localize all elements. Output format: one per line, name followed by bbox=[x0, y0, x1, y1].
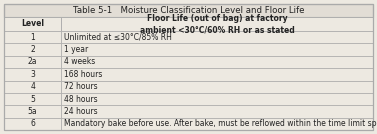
Text: 3: 3 bbox=[30, 70, 35, 79]
Text: 1 year: 1 year bbox=[64, 45, 89, 54]
Text: 6: 6 bbox=[30, 119, 35, 128]
Text: 48 hours: 48 hours bbox=[64, 95, 98, 104]
Bar bbox=[4, 31, 61, 43]
Bar bbox=[61, 43, 373, 56]
Text: 168 hours: 168 hours bbox=[64, 70, 103, 79]
Text: 2: 2 bbox=[30, 45, 35, 54]
Bar bbox=[4, 118, 61, 130]
Bar bbox=[4, 4, 373, 17]
Text: Floor Life (out of bag) at factory
ambient <30°C/60% RH or as stated: Floor Life (out of bag) at factory ambie… bbox=[140, 14, 294, 34]
Text: 5a: 5a bbox=[28, 107, 37, 116]
Bar bbox=[61, 17, 373, 31]
Text: 72 hours: 72 hours bbox=[64, 82, 98, 91]
Bar bbox=[4, 43, 61, 56]
Text: 1: 1 bbox=[30, 33, 35, 42]
Bar bbox=[61, 31, 373, 43]
Text: Level: Level bbox=[21, 20, 44, 29]
Bar bbox=[4, 68, 61, 81]
Text: 24 hours: 24 hours bbox=[64, 107, 98, 116]
Bar bbox=[4, 17, 61, 31]
Text: Table 5-1   Moisture Classification Level and Floor Life: Table 5-1 Moisture Classification Level … bbox=[73, 6, 304, 15]
Bar bbox=[61, 93, 373, 105]
Bar bbox=[61, 118, 373, 130]
Bar bbox=[61, 105, 373, 118]
Text: Mandatory bake before use. After bake, must be reflowed within the time limit sp: Mandatory bake before use. After bake, m… bbox=[64, 119, 377, 128]
Bar bbox=[4, 93, 61, 105]
Bar bbox=[4, 81, 61, 93]
Bar bbox=[4, 105, 61, 118]
Text: 4: 4 bbox=[30, 82, 35, 91]
Text: 5: 5 bbox=[30, 95, 35, 104]
Text: 2a: 2a bbox=[28, 57, 37, 66]
Bar bbox=[61, 68, 373, 81]
Text: Unlimited at ≤30°C/85% RH: Unlimited at ≤30°C/85% RH bbox=[64, 33, 172, 42]
Bar bbox=[4, 56, 61, 68]
Bar bbox=[61, 81, 373, 93]
Bar bbox=[61, 56, 373, 68]
Text: 4 weeks: 4 weeks bbox=[64, 57, 95, 66]
